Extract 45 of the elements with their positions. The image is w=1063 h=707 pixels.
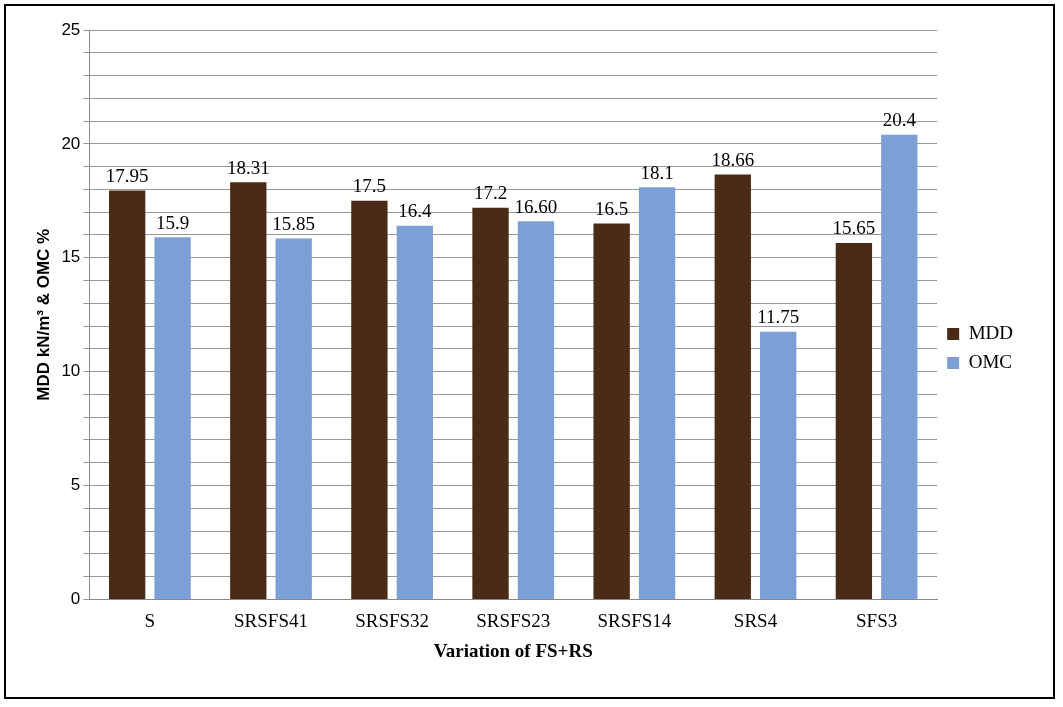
bar	[881, 134, 918, 599]
bar	[230, 182, 267, 599]
y-axis-title: MDD kN/m³ & OMC %	[33, 228, 53, 401]
data-label: 18.1	[640, 161, 674, 183]
y-tick-label: 25	[61, 19, 81, 39]
y-tick-label: 0	[70, 589, 81, 609]
y-tick-label: 5	[70, 475, 81, 495]
bar	[760, 331, 797, 599]
x-tick-label: SRSFS32	[355, 609, 430, 631]
data-label: 16.5	[595, 198, 629, 220]
x-axis-title: Variation of FS+RS	[433, 639, 593, 661]
data-label: 18.31	[226, 156, 270, 178]
data-label: 20.4	[882, 109, 917, 131]
data-label: 17.95	[105, 165, 149, 187]
legend-label: MDD	[968, 321, 1014, 343]
data-label: 17.5	[352, 175, 387, 197]
data-label: 15.85	[272, 212, 316, 234]
y-tick-label: 15	[61, 247, 81, 267]
y-tick-label: 20	[61, 133, 81, 153]
bar	[472, 207, 509, 599]
bar	[351, 200, 388, 599]
legend-label: OMC	[968, 350, 1012, 372]
bar	[714, 174, 751, 599]
y-tick-label: 10	[61, 361, 81, 381]
bar	[835, 242, 873, 599]
x-tick-label: SRSFS41	[234, 609, 308, 631]
bar	[154, 237, 191, 599]
bar	[275, 238, 312, 599]
x-tick-label: SRSFS23	[476, 609, 551, 631]
bar	[108, 190, 146, 599]
bar	[593, 223, 630, 599]
bar	[638, 187, 676, 599]
x-tick-label: S	[144, 609, 156, 631]
data-label: 16.4	[398, 200, 432, 222]
bar	[517, 221, 555, 599]
data-label: 15.9	[155, 211, 190, 233]
data-label: 17.2	[473, 182, 508, 204]
bar	[396, 225, 433, 599]
x-tick-label: SRSFS14	[597, 609, 672, 631]
data-label: 18.66	[711, 148, 755, 170]
x-tick-label: SRS4	[733, 609, 778, 631]
data-label: 15.65	[832, 217, 876, 239]
data-label: 16.60	[514, 195, 558, 217]
data-label: 11.75	[757, 306, 800, 328]
x-tick-label: SFS3	[856, 609, 898, 631]
